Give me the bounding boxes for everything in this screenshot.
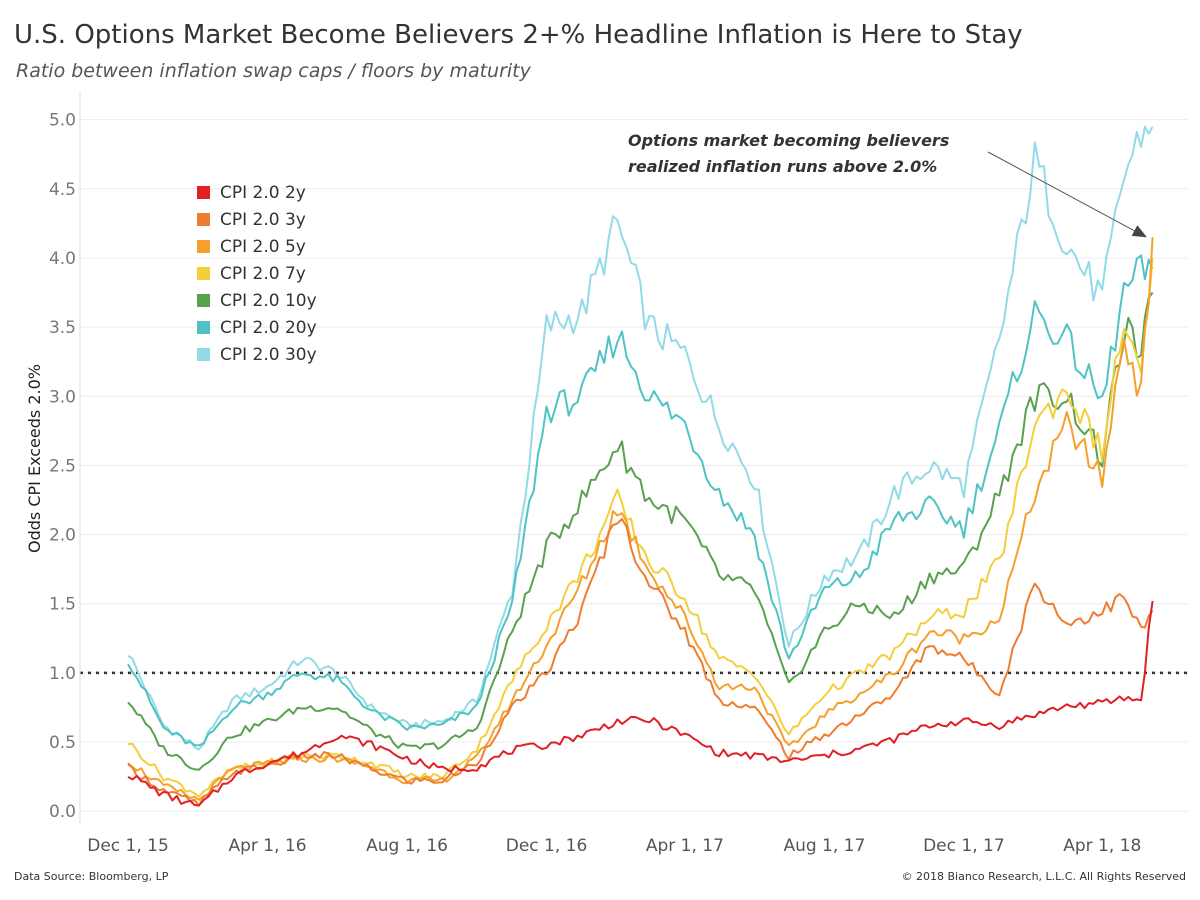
legend-label: CPI 2.0 7y	[220, 264, 306, 284]
series-line-cpi-2-0-7y	[127, 257, 1154, 798]
y-tick-label: 2.5	[49, 456, 76, 476]
legend-label: CPI 2.0 30y	[220, 345, 317, 365]
annotation-text-line-2: realized inflation runs above 2.0%	[628, 157, 937, 176]
chart-subtitle: Ratio between inflation swap caps / floo…	[16, 60, 531, 82]
legend-label: CPI 2.0 5y	[220, 237, 306, 257]
legend-swatch	[197, 240, 210, 253]
axes: 0.0 0.5 1.0 1.5 2.0 2.5 3.0 3.5 4.0 4.5 5.0 Dec 1, …	[25, 92, 1141, 856]
series-line-cpi-2-0-30y	[127, 125, 1154, 751]
y-axis-label: Odds CPI Exceeds 2.0%	[25, 364, 44, 553]
series-line-cpi-2-0-10y	[127, 291, 1154, 771]
legend-label: CPI 2.0 3y	[220, 210, 306, 230]
copyright-note: © 2018 Bianco Research, L.L.C. All Right…	[901, 870, 1186, 883]
data-source-note: Data Source: Bloomberg, LP	[14, 870, 169, 883]
y-tick-label: 3.5	[49, 318, 76, 338]
series-line-cpi-2-0-5y	[127, 237, 1154, 801]
legend-swatch	[197, 294, 210, 307]
annotation-arrow-line	[987, 151, 1140, 234]
series-line-cpi-2-0-20y	[127, 254, 1154, 747]
y-tick-label: 3.0	[49, 387, 76, 407]
y-tick-label: 4.0	[49, 249, 76, 269]
y-tick-label: 1.5	[49, 595, 76, 615]
x-tick-label: Apr 1, 18	[1063, 836, 1141, 856]
legend-swatch	[197, 267, 210, 280]
x-tick-label: Dec 1, 16	[506, 836, 588, 856]
x-tick-label: Apr 1, 16	[228, 836, 306, 856]
y-tick-label: 5.0	[49, 111, 76, 131]
legend-label: CPI 2.0 2y	[220, 183, 306, 203]
legend-label: CPI 2.0 10y	[220, 291, 317, 311]
x-tick-label: Aug 1, 17	[783, 836, 865, 856]
y-tick-label: 2.0	[49, 526, 76, 546]
legend-swatch	[197, 213, 210, 226]
y-tick-label: 4.5	[49, 180, 76, 200]
chart-title: U.S. Options Market Become Believers 2+%…	[14, 20, 1023, 50]
x-tick-label: Aug 1, 16	[366, 836, 448, 856]
x-tick-label: Dec 1, 17	[923, 836, 1005, 856]
annotation: Options market becoming believers realize…	[628, 131, 1147, 238]
annotation-text-line-1: Options market becoming believers	[628, 131, 949, 150]
legend-swatch	[197, 348, 210, 361]
x-tick-label: Dec 1, 15	[87, 836, 169, 856]
legend-label: CPI 2.0 20y	[220, 318, 317, 338]
y-tick-label: 0.0	[49, 802, 76, 822]
x-tick-label: Apr 1, 17	[646, 836, 724, 856]
y-tick-label: 1.0	[49, 664, 76, 684]
annotation-arrow-head	[1131, 225, 1147, 238]
legend: CPI 2.0 2y CPI 2.0 3y CPI 2.0 5y CPI 2.0 7y…	[197, 183, 317, 365]
y-tick-label: 0.5	[49, 733, 76, 753]
series-lines	[127, 125, 1154, 807]
legend-swatch	[197, 321, 210, 334]
legend-swatch	[197, 186, 210, 199]
series-line-cpi-2-0-2y	[127, 600, 1154, 807]
